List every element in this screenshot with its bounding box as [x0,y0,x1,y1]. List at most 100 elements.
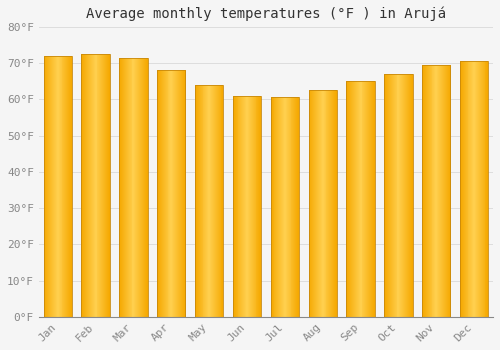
Bar [398,74,400,317]
Bar [158,70,159,317]
Bar [64,56,66,317]
Bar [296,97,297,317]
Bar [278,97,280,317]
Bar [182,70,184,317]
Bar [468,61,469,317]
Bar [157,70,158,317]
Bar [315,90,316,317]
Bar [88,54,89,317]
Bar [252,96,254,317]
Bar [316,90,317,317]
Bar [389,74,390,317]
Bar [66,56,68,317]
Bar [322,90,323,317]
Bar [134,58,136,317]
Bar [436,65,438,317]
Bar [460,61,461,317]
Bar [292,97,294,317]
Bar [442,65,443,317]
Bar [349,81,350,317]
Bar [410,74,412,317]
Bar [386,74,387,317]
Bar [204,85,206,317]
Bar [394,74,396,317]
Bar [328,90,330,317]
Bar [168,70,170,317]
Bar [82,54,84,317]
Bar [308,90,310,317]
Bar [218,85,220,317]
Bar [132,58,134,317]
Bar [462,61,463,317]
Bar [214,85,215,317]
Bar [437,65,438,317]
Bar [478,61,479,317]
Bar [319,90,320,317]
Bar [332,90,333,317]
Bar [197,85,198,317]
Bar [89,54,90,317]
Bar [62,56,64,317]
Bar [142,58,143,317]
Bar [146,58,147,317]
Bar [44,56,72,317]
Bar [288,97,290,317]
Bar [71,56,72,317]
Bar [326,90,328,317]
Bar [424,65,425,317]
Bar [313,90,314,317]
Bar [244,96,245,317]
Bar [124,58,125,317]
Bar [48,56,50,317]
Bar [234,96,236,317]
Bar [234,96,235,317]
Bar [333,90,334,317]
Bar [206,85,208,317]
Bar [297,97,298,317]
Bar [479,61,480,317]
Bar [46,56,48,317]
Bar [272,97,274,317]
Bar [284,97,285,317]
Bar [355,81,356,317]
Bar [446,65,447,317]
Bar [441,65,442,317]
Bar [384,74,412,317]
Bar [196,85,197,317]
Bar [364,81,366,317]
Bar [102,54,103,317]
Bar [392,74,393,317]
Bar [222,85,224,317]
Bar [287,97,288,317]
Bar [254,96,256,317]
Bar [67,56,68,317]
Bar [238,96,240,317]
Bar [358,81,360,317]
Bar [51,56,52,317]
Bar [280,97,281,317]
Bar [208,85,209,317]
Bar [145,58,146,317]
Bar [473,61,474,317]
Bar [246,96,247,317]
Bar [407,74,408,317]
Bar [354,81,355,317]
Bar [164,70,166,317]
Bar [392,74,394,317]
Bar [476,61,477,317]
Bar [251,96,252,317]
Bar [308,90,337,317]
Bar [290,97,292,317]
Bar [356,81,357,317]
Bar [279,97,280,317]
Bar [159,70,160,317]
Bar [128,58,129,317]
Bar [100,54,102,317]
Bar [92,54,94,317]
Bar [122,58,123,317]
Bar [348,81,350,317]
Bar [94,54,96,317]
Bar [91,54,92,317]
Bar [373,81,374,317]
Bar [276,97,278,317]
